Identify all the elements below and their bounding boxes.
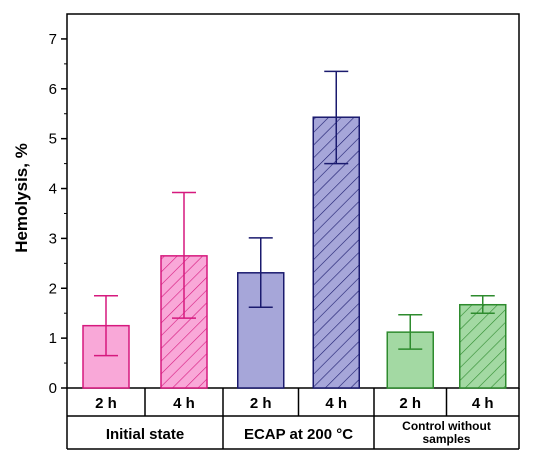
y-tick-label: 7: [49, 31, 57, 48]
y-tick-label: 0: [49, 380, 57, 397]
y-tick-label: 3: [49, 230, 57, 247]
category-label: 4 h: [472, 395, 494, 412]
y-axis-title: Hemolysis, %: [12, 143, 31, 253]
y-tick-label: 4: [49, 181, 57, 198]
y-tick-label: 5: [49, 131, 57, 148]
category-label: 2 h: [250, 395, 272, 412]
y-tick-label: 1: [49, 330, 57, 347]
y-tick-label: 2: [49, 280, 57, 297]
bar-group3-4h: [459, 303, 507, 389]
category-label: 2 h: [399, 395, 421, 412]
group-label: Initial state: [106, 426, 184, 443]
plot-frame: [66, 13, 520, 389]
group-label: Control without samples: [402, 419, 491, 446]
y-tick-label: 6: [49, 81, 57, 98]
category-label: 4 h: [325, 395, 347, 412]
category-label: 4 h: [173, 395, 195, 412]
category-label: 2 h: [95, 395, 117, 412]
group-label: ECAP at 200 °C: [244, 426, 353, 443]
